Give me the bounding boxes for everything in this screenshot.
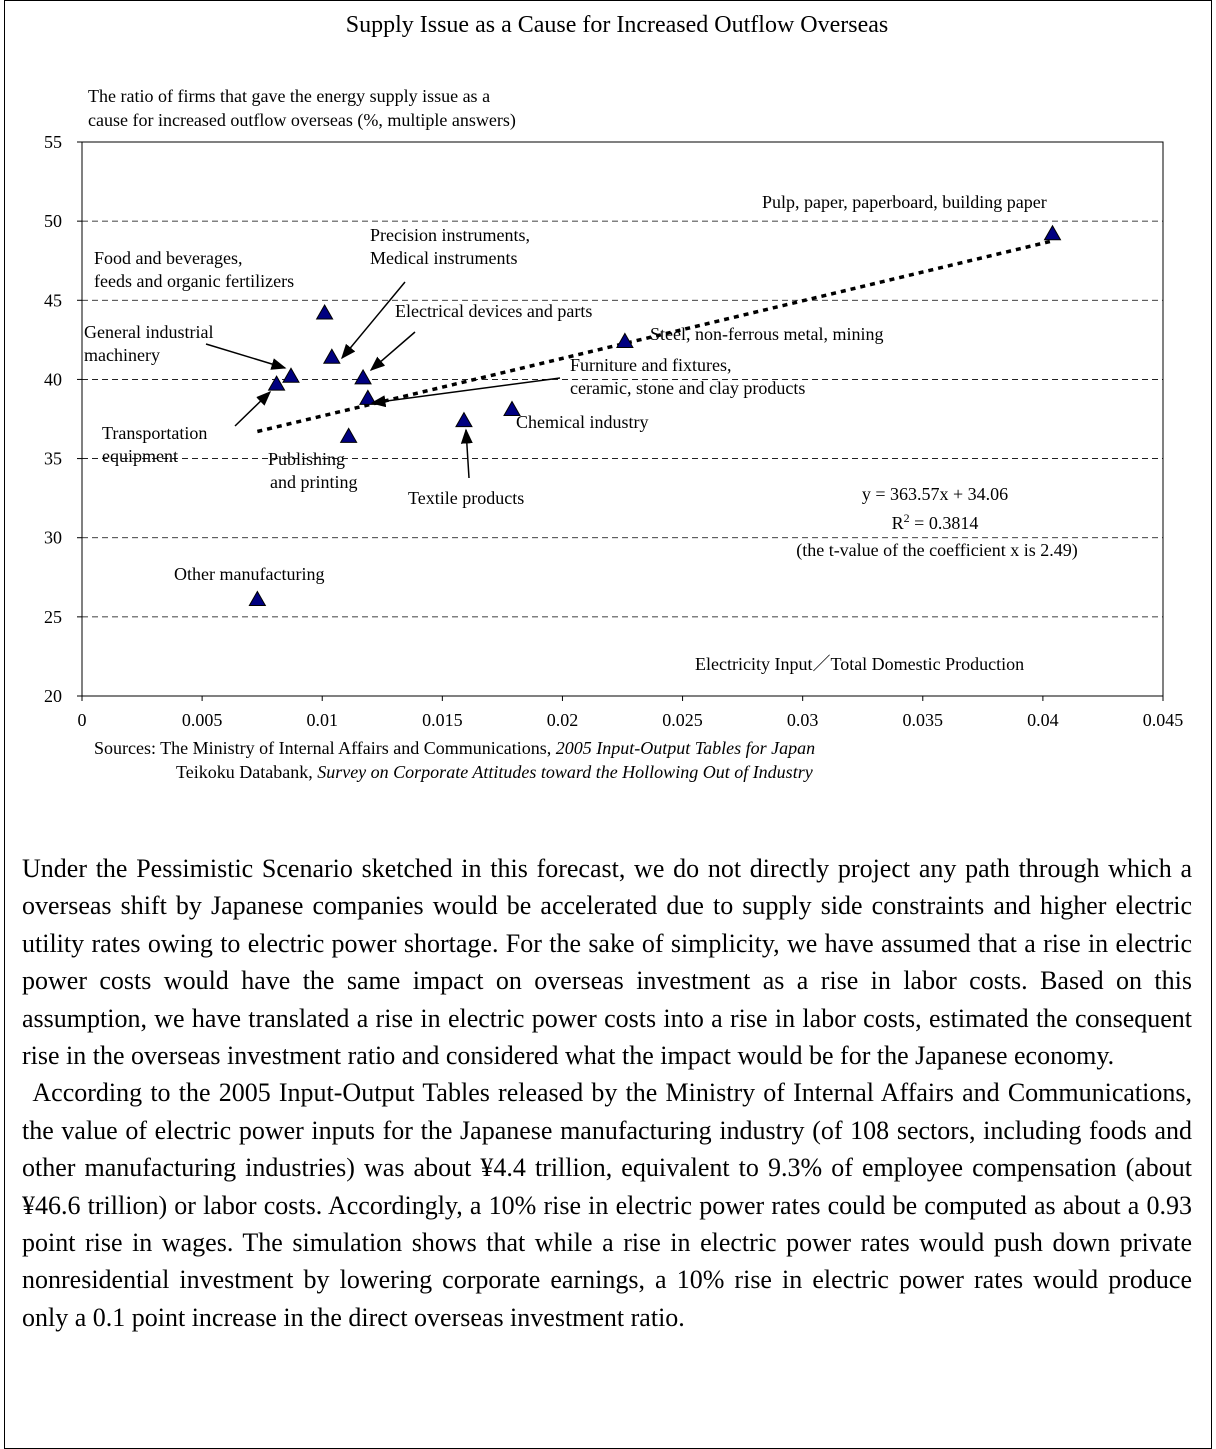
data-point (248, 590, 267, 606)
x-axis-label: Electricity Input／Total Domestic Product… (695, 654, 1024, 674)
y-tick-label: 35 (44, 449, 62, 469)
point-label: Pulp, paper, paperboard, building paper (762, 192, 1047, 212)
y-axis-label: cause for increased outflow overseas (%,… (88, 110, 516, 131)
regression-equation: y = 363.57x + 34.06 (862, 484, 1008, 504)
x-tick-label: 0.02 (547, 710, 579, 730)
label-arrow (460, 428, 473, 479)
x-tick-label: 0.03 (787, 710, 819, 730)
point-label: and printing (270, 472, 358, 492)
body-text: Under the Pessimistic Scenario sketched … (22, 850, 1192, 1336)
x-tick-label: 0.045 (1143, 710, 1184, 730)
y-tick-label: 45 (44, 290, 62, 310)
point-label: ceramic, stone and clay products (570, 378, 805, 398)
label-arrow (234, 390, 272, 427)
point-label: Electrical devices and parts (395, 301, 592, 321)
data-point (616, 332, 634, 348)
x-tick-label: 0.005 (182, 710, 223, 730)
point-label: Textile products (408, 488, 524, 508)
regression-r-squared: R2 = 0.3814 (892, 511, 979, 533)
y-tick-label: 55 (44, 132, 62, 152)
y-axis-label: The ratio of firms that gave the energy … (88, 86, 490, 106)
point-label: Food and beverages, (94, 248, 242, 268)
point-label: Steel, non-ferrous metal, mining (650, 324, 883, 344)
data-point (455, 411, 473, 428)
data-point (315, 303, 334, 320)
point-label: feeds and organic fertilizers (94, 271, 294, 291)
trendline (256, 239, 1053, 434)
plot-frame (81, 141, 1164, 697)
r-superscript: 2 (904, 511, 910, 525)
label-arrow (341, 281, 406, 360)
point-label: Furniture and fixtures, (570, 355, 731, 375)
x-tick-label: 0.01 (306, 710, 338, 730)
y-tick-label: 50 (44, 211, 62, 231)
chart: Supply Issue as a Cause for Increased Ou… (44, 12, 1184, 782)
paragraph: Under the Pessimistic Scenario sketched … (22, 854, 1192, 1071)
x-tick-label: 0.015 (422, 710, 463, 730)
data-point (354, 368, 372, 385)
label-arrow (205, 343, 287, 370)
paragraph: According to the 2005 Input-Output Table… (22, 1078, 1192, 1332)
x-tick-label: 0.04 (1027, 710, 1059, 730)
regression-note: (the t-value of the coefficient x is 2.4… (796, 540, 1078, 561)
data-point (267, 375, 286, 391)
point-label: machinery (84, 345, 160, 365)
r-label: R (892, 513, 904, 533)
source-text: Sources: The Ministry of Internal Affair… (94, 738, 556, 758)
data-point (339, 427, 358, 443)
point-label: Publishing (268, 449, 345, 469)
x-tick-label: 0.035 (903, 710, 944, 730)
source-title: Survey on Corporate Attitudes toward the… (317, 762, 812, 782)
point-label: General industrial (84, 322, 213, 342)
data-point (503, 400, 521, 417)
data-point (282, 367, 300, 383)
point-label: Other manufacturing (174, 564, 324, 584)
point-label: Chemical industry (516, 412, 648, 432)
source-title: 2005 Input-Output Tables for Japan (556, 738, 815, 758)
source-line: Sources: The Ministry of Internal Affair… (94, 738, 815, 758)
data-point (1043, 224, 1062, 241)
data-point (322, 348, 341, 364)
x-tick-label: 0.025 (662, 710, 703, 730)
point-label: Medical instruments (370, 248, 517, 268)
r-value: = 0.3814 (910, 513, 979, 533)
source-line: Teikoku Databank, Survey on Corporate At… (176, 762, 813, 782)
y-tick-label: 25 (44, 607, 62, 627)
y-tick-label: 40 (44, 369, 62, 389)
point-label: equipment (102, 446, 178, 466)
point-label: Transportation (102, 423, 207, 443)
source-text: Teikoku Databank, (176, 762, 317, 782)
y-tick-label: 20 (44, 686, 62, 706)
point-label: Precision instruments, (370, 225, 530, 245)
y-tick-label: 30 (44, 528, 62, 548)
chart-title: Supply Issue as a Cause for Increased Ou… (346, 12, 889, 38)
label-arrow (370, 377, 561, 408)
label-arrow (369, 331, 416, 371)
x-tick-label: 0 (78, 710, 87, 730)
